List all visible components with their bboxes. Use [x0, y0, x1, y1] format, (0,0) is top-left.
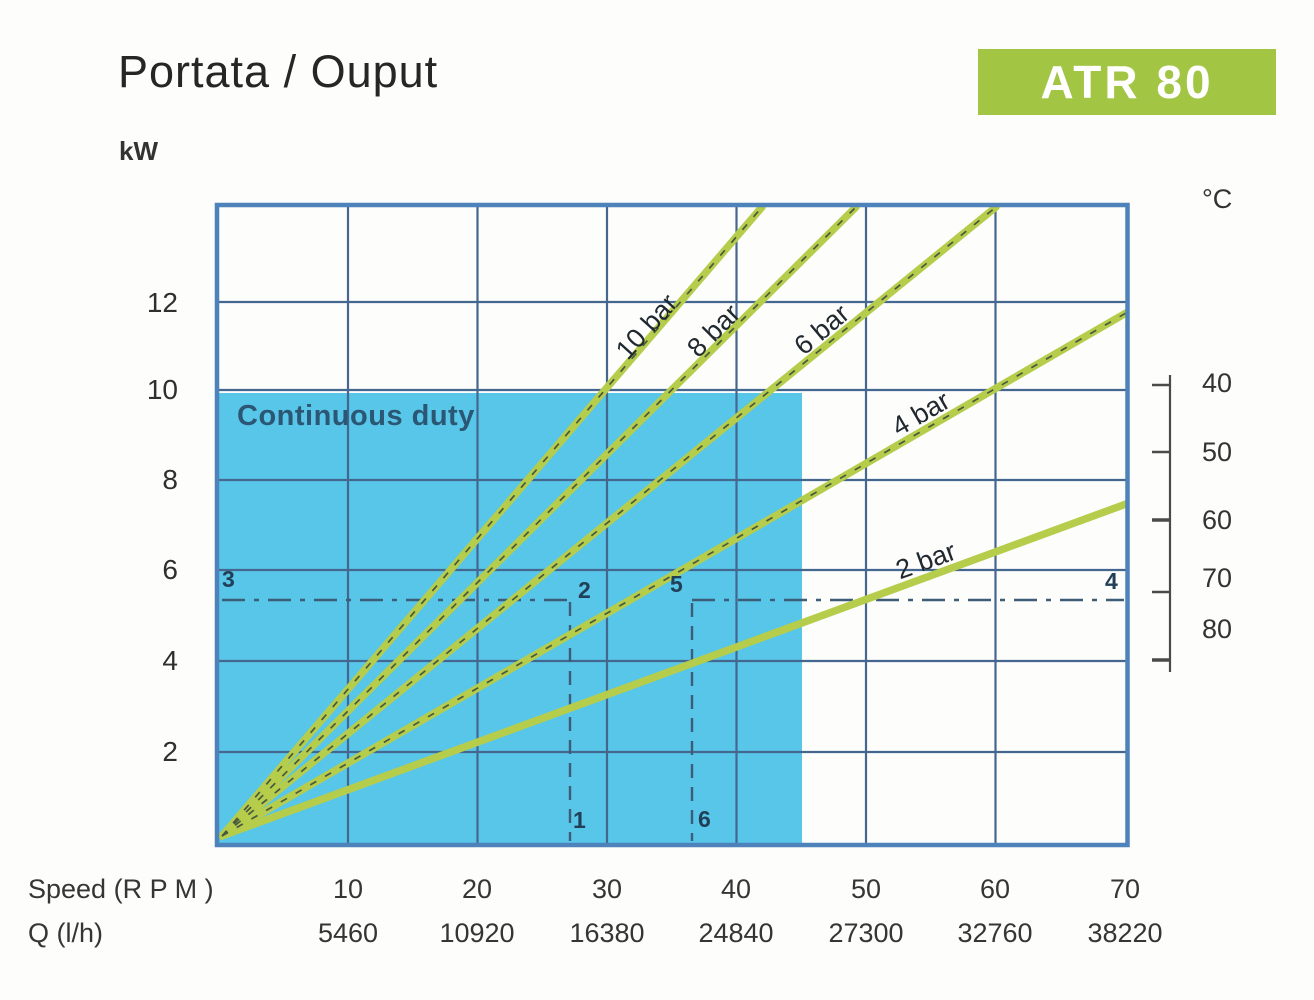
speed-axis-label: Speed (R P M ) [28, 874, 214, 904]
point-marker-6: 6 [698, 806, 711, 832]
point-marker-4: 4 [1105, 568, 1118, 594]
right-axis-unit-label: °C [1202, 184, 1233, 214]
line-2-bar [218, 500, 1130, 840]
speed-tick-40: 40 [720, 874, 752, 904]
temp-tick-40: 40 [1202, 368, 1233, 398]
temp-tick-60: 60 [1202, 505, 1233, 535]
speed-tick-10: 10 [332, 874, 364, 904]
continuous-duty-region [218, 393, 802, 843]
y-tick-6: 6 [162, 554, 178, 585]
flow-tick-2: 10920 [439, 918, 515, 948]
flow-tick-7: 38220 [1087, 918, 1163, 948]
y-tick-12: 12 [146, 287, 178, 318]
temp-tick-70: 70 [1202, 563, 1233, 593]
flow-tick-6: 32760 [957, 918, 1033, 948]
y-tick-4: 4 [162, 645, 178, 676]
point-marker-1: 1 [573, 807, 586, 833]
speed-tick-50: 50 [850, 874, 882, 904]
y-axis-unit-label: kW [119, 136, 158, 166]
flow-axis-label: Q (l/h) [28, 918, 104, 948]
speed-tick-70: 70 [1109, 874, 1141, 904]
y-tick-8: 8 [162, 464, 178, 495]
continuous-duty-label: Continuous duty [237, 400, 475, 432]
speed-tick-60: 60 [979, 874, 1011, 904]
pressure-line-dash-traces [221, 206, 1127, 837]
speed-tick-20: 20 [461, 874, 493, 904]
flow-tick-3: 16380 [569, 918, 645, 948]
model-badge: ATR 80 [978, 49, 1276, 115]
temperature-axis [1152, 375, 1172, 672]
flow-tick-4: 24840 [698, 918, 774, 948]
point-marker-2: 2 [578, 577, 591, 603]
point-marker-5: 5 [670, 571, 683, 597]
plot-border [214, 202, 1130, 848]
temp-tick-50: 50 [1202, 437, 1233, 467]
flow-tick-5: 27300 [828, 918, 904, 948]
speed-tick-30: 30 [591, 874, 623, 904]
page-title: Portata / Ouput [118, 46, 439, 97]
flow-tick-1: 5460 [317, 918, 379, 948]
temp-tick-80: 80 [1202, 614, 1233, 644]
y-tick-2: 2 [162, 736, 178, 767]
y-tick-10: 10 [146, 374, 178, 405]
point-marker-3: 3 [222, 566, 235, 592]
